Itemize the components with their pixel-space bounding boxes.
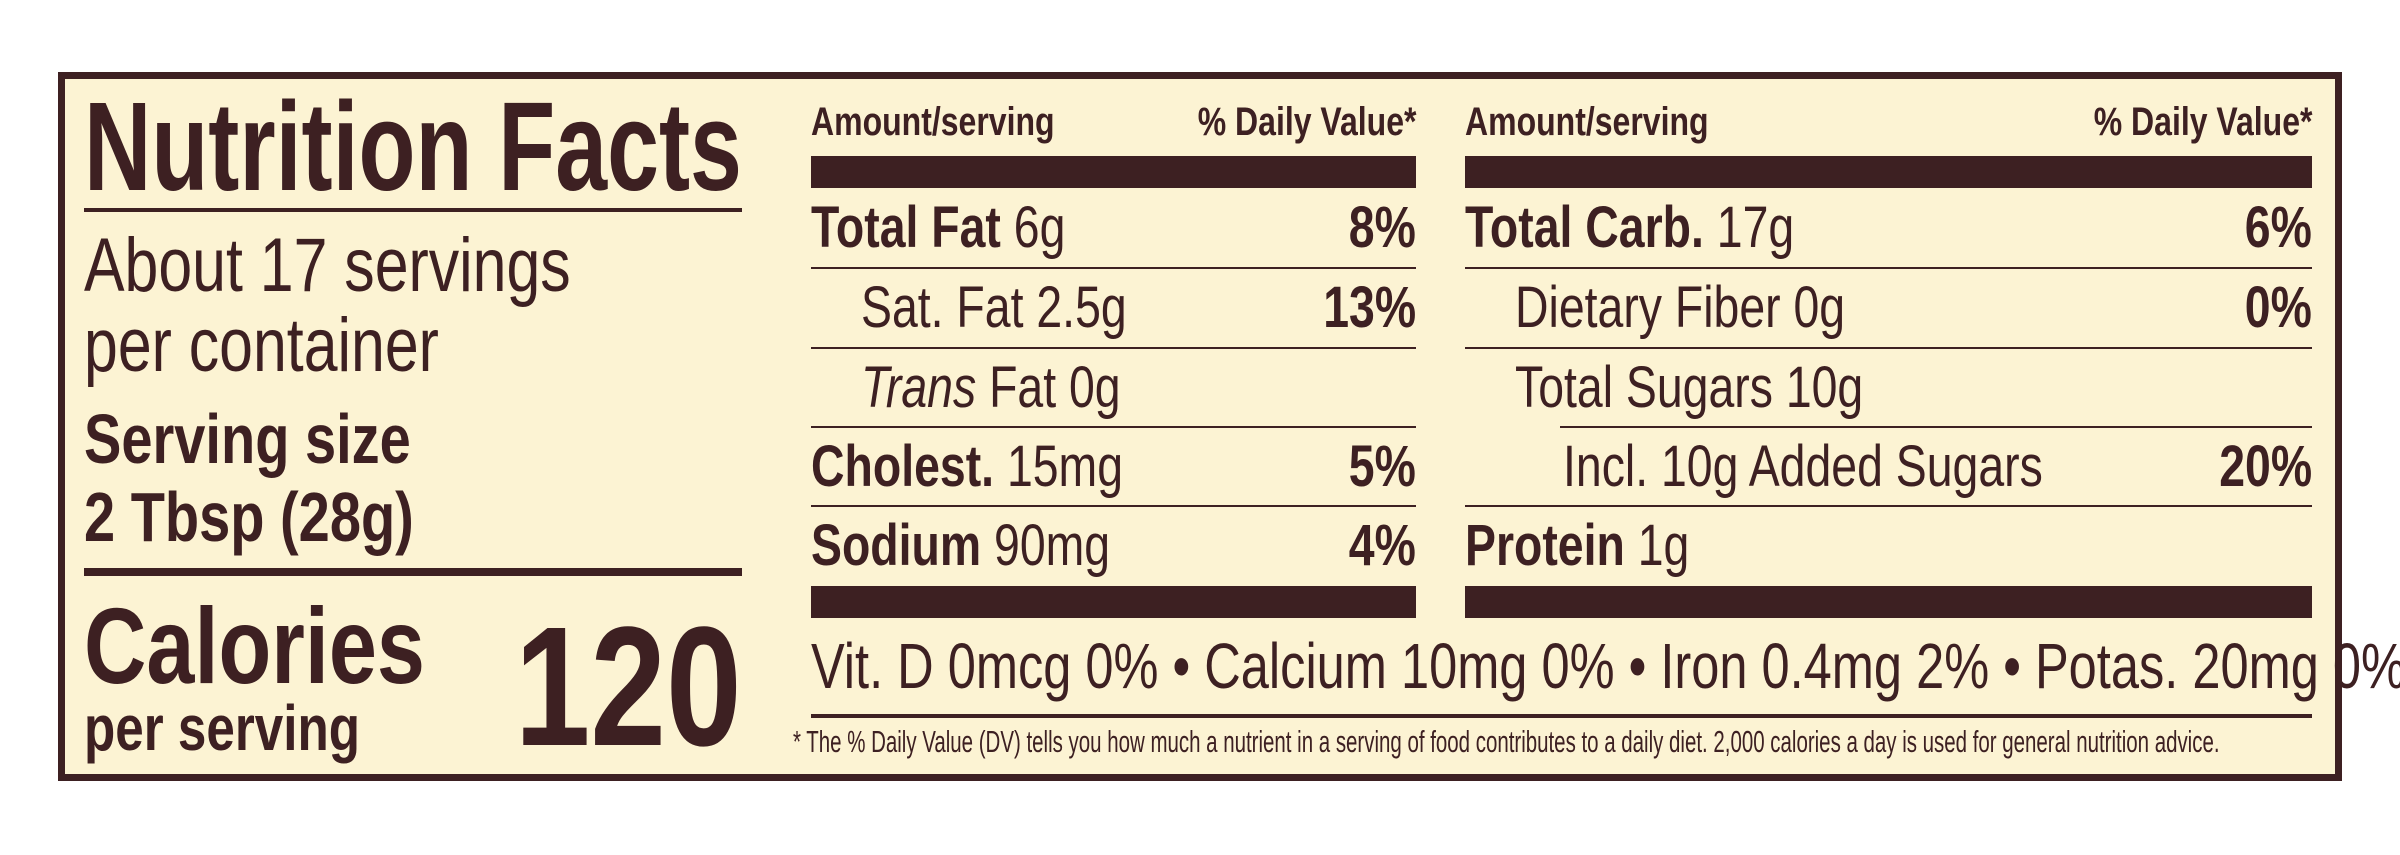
- serving-size: Serving size 2 Tbsp (28g): [84, 400, 414, 556]
- divider: [811, 347, 1416, 349]
- nutrient-row-sat-fat: Sat. Fat 2.5g 13%: [861, 275, 1416, 340]
- nutrient-row-added-sugars: Incl. 10g Added Sugars 20%: [1563, 434, 2312, 499]
- divider: [811, 426, 1416, 428]
- nutrient-row-protein: Protein 1g: [1465, 513, 1690, 578]
- divider: [84, 208, 742, 212]
- calories-value: 120: [515, 592, 742, 782]
- divider: [811, 267, 1416, 269]
- vitamins-minerals: Vit. D 0mcg 0% • Calcium 10mg 0% • Iron …: [811, 630, 2400, 702]
- nutrient-row-dietary-fiber: Dietary Fiber 0g 0%: [1515, 275, 2312, 340]
- header-right: Amount/serving% Daily Value*: [1465, 100, 2312, 144]
- thick-bar: [1465, 586, 2312, 618]
- label-title: Nutrition Facts: [84, 76, 742, 217]
- thick-bar: [1465, 156, 2312, 188]
- calories-per-serving: per serving: [84, 692, 361, 764]
- thick-bar: [811, 586, 1416, 618]
- thick-divider: [84, 568, 742, 576]
- calories-label: Calories: [84, 585, 425, 706]
- nutrient-row-total-sugars: Total Sugars 10g: [1515, 355, 1864, 420]
- divider: [1465, 267, 2312, 269]
- thick-bar: [811, 156, 1416, 188]
- header-left: Amount/serving% Daily Value*: [811, 100, 1416, 144]
- divider: [1560, 426, 2312, 428]
- nutrient-row-cholesterol: Cholest. 15mg 5%: [811, 434, 1416, 499]
- nutrient-row-total-fat: Total Fat 6g 8%: [811, 195, 1416, 260]
- divider: [811, 714, 2312, 718]
- nutrient-row-trans-fat: Trans Fat 0g: [861, 355, 1121, 420]
- servings-per-container: About 17 servings per container: [84, 223, 571, 388]
- daily-value-footnote: * The % Daily Value (DV) tells you how m…: [793, 724, 2220, 759]
- nutrient-row-total-carb: Total Carb. 17g 6%: [1465, 195, 2312, 260]
- nutrient-row-sodium: Sodium 90mg 4%: [811, 513, 1416, 578]
- divider: [811, 505, 1416, 507]
- divider: [1465, 505, 2312, 507]
- divider: [1465, 347, 2312, 349]
